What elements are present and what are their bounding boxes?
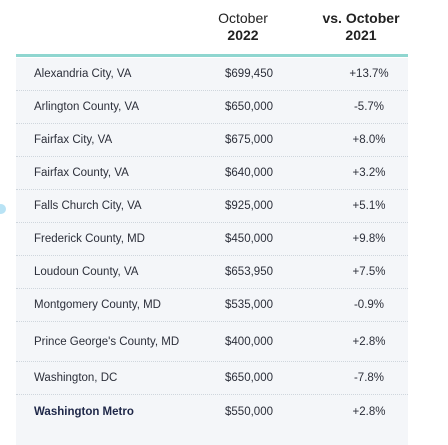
year-over-year-change: -5.7% <box>353 101 385 113</box>
jurisdiction-name: Fairfax County, VA <box>34 167 129 179</box>
table-header: October 2022 vs. October 2021 <box>0 0 448 56</box>
table-row: Alexandria City, VA $699,450 +13.7% <box>16 58 408 91</box>
year-over-year-change: +5.1% <box>352 200 386 212</box>
year-over-year-change: +2.8% <box>352 335 386 348</box>
median-price: $650,000 <box>225 372 273 384</box>
table-row: Falls Church City, VA $925,000 +5.1% <box>16 190 408 223</box>
median-price: $400,000 <box>225 335 273 348</box>
median-price: $925,000 <box>225 200 273 212</box>
year-over-year-change: +8.0% <box>352 134 386 146</box>
column-header-october-2022: October 2022 <box>198 10 288 44</box>
table-row: Fairfax County, VA $640,000 +3.2% <box>16 157 408 190</box>
header-divider <box>16 54 408 57</box>
jurisdiction-name: Fairfax City, VA <box>34 134 113 146</box>
jurisdiction-name: Arlington County, VA <box>34 101 140 113</box>
median-price: $535,000 <box>225 299 273 311</box>
jurisdiction-name: Washington, DC <box>34 372 118 384</box>
median-price: $640,000 <box>225 167 273 179</box>
table-row: Montgomery County, MD $535,000 -0.9% <box>16 289 408 322</box>
column-header-october-year: 2022 <box>227 27 259 43</box>
table-row: Frederick County, MD $450,000 +9.8% <box>16 223 408 256</box>
column-header-vs-october-label: vs. October <box>322 10 400 26</box>
median-price-table: Alexandria City, VA $699,450 +13.7% Arli… <box>16 58 408 428</box>
jurisdiction-name: Alexandria City, VA <box>34 68 132 80</box>
jurisdiction-name: Montgomery County, MD <box>34 299 161 311</box>
table-row: Arlington County, VA $650,000 -5.7% <box>16 91 408 124</box>
table-row-total: Washington Metro $550,000 +2.8% <box>16 395 408 428</box>
jurisdiction-name: Loudoun County, VA <box>34 266 139 278</box>
column-header-october-month: October <box>218 10 268 26</box>
metro-median-price: $550,000 <box>225 405 273 418</box>
year-over-year-change: +3.2% <box>352 167 386 179</box>
column-header-vs-october-year: 2021 <box>345 27 377 43</box>
table-row: Loudoun County, VA $653,950 +7.5% <box>16 256 408 289</box>
metro-total-name: Washington Metro <box>34 405 134 418</box>
year-over-year-change: +7.5% <box>352 266 386 278</box>
jurisdiction-name: Prince George's County, MD <box>34 335 180 348</box>
median-price: $653,950 <box>225 266 273 278</box>
year-over-year-change: +13.7% <box>349 68 389 80</box>
median-price: $450,000 <box>225 233 273 245</box>
median-price: $675,000 <box>225 134 273 146</box>
year-over-year-change: -0.9% <box>353 299 385 311</box>
median-price: $699,450 <box>225 68 273 80</box>
table-row: Washington, DC $650,000 -7.8% <box>16 362 408 395</box>
table-row: Prince George's County, MD $400,000 +2.8… <box>16 322 408 362</box>
table-row: Fairfax City, VA $675,000 +8.0% <box>16 124 408 157</box>
year-over-year-change: +9.8% <box>352 233 386 245</box>
jurisdiction-name: Falls Church City, VA <box>34 200 142 212</box>
column-header-vs-october-2021: vs. October 2021 <box>308 10 414 44</box>
decorative-dot <box>0 204 6 214</box>
jurisdiction-name: Frederick County, MD <box>34 233 145 245</box>
table-footer-background <box>16 420 408 445</box>
year-over-year-change: -7.8% <box>353 372 385 384</box>
metro-year-over-year-change: +2.8% <box>352 405 386 418</box>
median-price: $650,000 <box>225 101 273 113</box>
